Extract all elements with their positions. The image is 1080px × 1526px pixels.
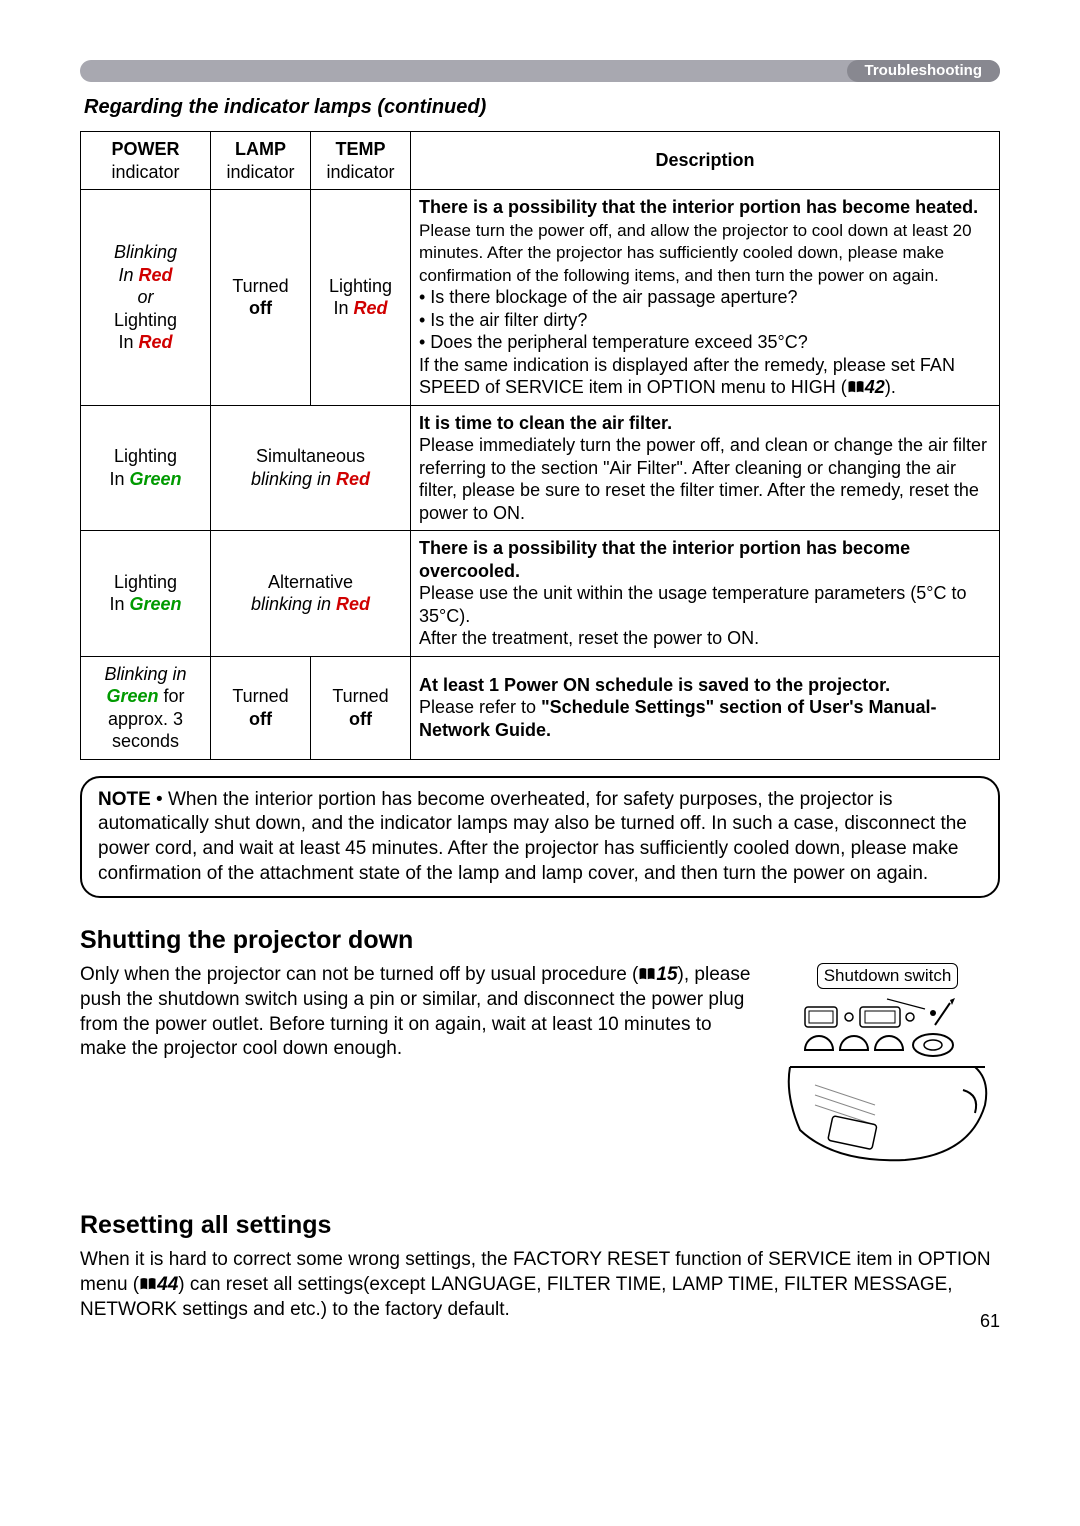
txt-red: Red (354, 298, 388, 318)
book-icon (139, 1277, 157, 1291)
heading-reset: Resetting all settings (80, 1211, 1000, 1240)
txt: blinking in (251, 594, 336, 614)
cell-power: Blinking In Red or Lighting In Red (81, 190, 211, 406)
note-box: NOTE • When the interior portion has bec… (80, 776, 1000, 899)
txt: Blinking in (104, 664, 186, 684)
desc-text: Please immediately turn the power off, a… (419, 435, 987, 523)
txt-green: Green (106, 686, 158, 706)
txt: or (137, 287, 153, 307)
shutdown-figure: Shutdown switch (775, 963, 1000, 1175)
cell-lamp-temp: Simultaneous blinking in Red (211, 405, 411, 531)
table-row: Blinking In Red or Lighting In Red Turne… (81, 190, 1000, 406)
txt: Alternative (268, 572, 353, 592)
th-temp: TEMP indicator (311, 132, 411, 190)
txt: In (109, 469, 129, 489)
th-lamp-l1: LAMP (235, 139, 286, 159)
cell-description: There is a possibility that the interior… (411, 190, 1000, 406)
manual-page: Troubleshooting Regarding the indicator … (0, 0, 1080, 1370)
projector-illustration (775, 995, 1000, 1170)
desc-text: ). (885, 377, 896, 397)
txt-red: Red (336, 594, 370, 614)
txt: off (349, 709, 372, 729)
figure-caption: Shutdown switch (817, 963, 959, 989)
indicator-table: POWER indicator LAMP indicator TEMP indi… (80, 131, 1000, 760)
cell-lamp: Turned off (211, 190, 311, 406)
cell-temp: Turned off (311, 656, 411, 759)
table-row: Blinking in Green for approx. 3 seconds … (81, 656, 1000, 759)
txt: off (249, 298, 272, 318)
cell-lamp-temp: Alternative blinking in Red (211, 531, 411, 657)
page-ref: 42 (865, 377, 885, 397)
section-tag: Troubleshooting (847, 60, 1001, 82)
header-bar: Troubleshooting (80, 60, 1000, 82)
desc-title: There is a possibility that the interior… (419, 538, 910, 581)
cell-power: Blinking in Green for approx. 3 seconds (81, 656, 211, 759)
txt: seconds (112, 731, 179, 751)
txt: In (333, 298, 353, 318)
txt: Blinking (114, 242, 177, 262)
txt: Only when the projector can not be turne… (80, 964, 638, 985)
desc-text: Please use the unit within the usage tem… (419, 583, 967, 626)
table-header-row: POWER indicator LAMP indicator TEMP indi… (81, 132, 1000, 190)
desc-text: After the treatment, reset the power to … (419, 628, 759, 648)
page-number: 61 (980, 1311, 1000, 1332)
book-icon (847, 380, 865, 394)
cell-lamp: Turned off (211, 656, 311, 759)
txt: blinking in (251, 469, 336, 489)
book-icon (638, 967, 656, 981)
txt: Lighting (114, 310, 177, 330)
note-text: • When the interior portion has become o… (98, 789, 967, 884)
desc-bullet: • Is the air filter dirty? (419, 310, 587, 330)
txt: Lighting (114, 446, 177, 466)
txt: In (118, 265, 138, 285)
txt-red: Red (139, 332, 173, 352)
txt: for (159, 686, 185, 706)
cell-description: It is time to clean the air filter. Plea… (411, 405, 1000, 531)
txt-green: Green (129, 594, 181, 614)
txt: Lighting (114, 572, 177, 592)
page-ref: 15 (656, 964, 677, 985)
txt-red: Red (336, 469, 370, 489)
table-row: Lighting In Green Alternative blinking i… (81, 531, 1000, 657)
txt: approx. 3 (108, 709, 183, 729)
desc-text: Please turn the power off, and allow the… (419, 221, 972, 285)
txt: Simultaneous (256, 446, 365, 466)
table-row: Lighting In Green Simultaneous blinking … (81, 405, 1000, 531)
cell-description: At least 1 Power ON schedule is saved to… (411, 656, 1000, 759)
note-label: NOTE (98, 789, 151, 810)
txt: off (249, 709, 272, 729)
txt: Turned (232, 686, 288, 706)
cell-description: There is a possibility that the interior… (411, 531, 1000, 657)
desc-bullet: • Does the peripheral temperature exceed… (419, 332, 808, 352)
reset-paragraph: When it is hard to correct some wrong se… (80, 1248, 1000, 1322)
txt-red: Red (139, 265, 173, 285)
page-ref: 44 (157, 1274, 178, 1295)
desc-text: Please refer to (419, 697, 541, 717)
th-temp-l2: indicator (326, 162, 394, 182)
th-power: POWER indicator (81, 132, 211, 190)
heading-shutdown: Shutting the projector down (80, 926, 1000, 955)
th-lamp-l2: indicator (226, 162, 294, 182)
desc-bullet: • Is there blockage of the air passage a… (419, 287, 798, 307)
th-lamp: LAMP indicator (211, 132, 311, 190)
cell-power: Lighting In Green (81, 405, 211, 531)
th-power-l1: POWER (111, 139, 179, 159)
th-desc: Description (411, 132, 1000, 190)
desc-title: At least 1 Power ON schedule is saved to… (419, 675, 890, 695)
th-temp-l1: TEMP (335, 139, 385, 159)
txt: Turned (232, 276, 288, 296)
txt: In (118, 332, 138, 352)
txt-green: Green (129, 469, 181, 489)
cell-temp: Lighting In Red (311, 190, 411, 406)
txt: Turned (332, 686, 388, 706)
desc-title: It is time to clean the air filter. (419, 413, 672, 433)
desc-title: There is a possibility that the interior… (419, 197, 978, 217)
txt: In (109, 594, 129, 614)
txt: Lighting (329, 276, 392, 296)
subheading: Regarding the indicator lamps (continued… (84, 96, 1000, 119)
cell-power: Lighting In Green (81, 531, 211, 657)
txt: ) can reset all settings(except LANGUAGE… (80, 1274, 953, 1320)
th-power-l2: indicator (111, 162, 179, 182)
